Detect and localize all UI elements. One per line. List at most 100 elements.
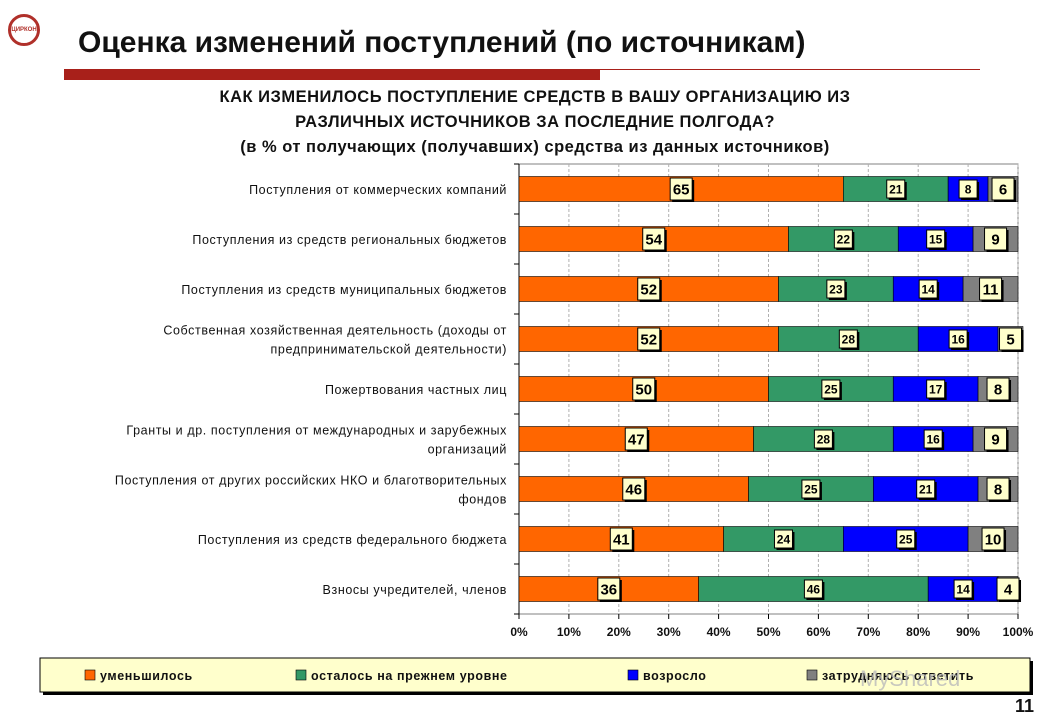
data-label: 65 — [673, 182, 690, 199]
x-tick-label: 20% — [607, 625, 631, 639]
data-label-box — [896, 529, 916, 549]
x-tick-label: 70% — [856, 625, 880, 639]
data-label: 54 — [645, 232, 662, 249]
category-label: Поступления от коммерческих компаний — [249, 183, 507, 197]
data-label-box — [981, 527, 1005, 551]
data-label: 52 — [640, 332, 657, 349]
data-label: 21 — [889, 183, 903, 197]
data-label: 5 — [1006, 332, 1014, 349]
data-label-box — [984, 227, 1008, 251]
data-label-box — [838, 329, 858, 349]
legend-swatch — [627, 669, 639, 681]
category-label: Поступления из средств федерального бюдж… — [198, 533, 507, 547]
data-label-box — [642, 227, 666, 251]
legend-box — [39, 657, 1031, 693]
data-label: 8 — [994, 482, 1002, 499]
data-label: 28 — [842, 333, 856, 347]
page-number: 11 — [1014, 696, 1034, 716]
data-label-box — [773, 529, 793, 549]
data-label-box — [991, 177, 1015, 201]
data-label-box — [986, 377, 1010, 401]
data-label-box — [609, 527, 633, 551]
data-label-box — [813, 429, 833, 449]
category-label: Взносы учредителей, членов — [323, 583, 507, 597]
legend-swatch — [806, 669, 818, 681]
x-tick-label: 30% — [657, 625, 681, 639]
legend-swatch — [295, 669, 307, 681]
data-label-box — [624, 427, 648, 451]
data-label-box — [801, 479, 821, 499]
data-label-box — [637, 277, 661, 301]
category-label: Гранты и др. поступления от международны… — [126, 424, 507, 438]
data-label-box — [986, 477, 1010, 501]
data-label-box — [833, 229, 853, 249]
slide-title: Оценка изменений поступлений (по источни… — [78, 26, 806, 59]
data-label-box — [821, 379, 841, 399]
data-label-box — [979, 277, 1003, 301]
data-label-box — [926, 379, 946, 399]
chart-title-line-1: КАК ИЗМЕНИЛОСЬ ПОСТУПЛЕНИЕ СРЕДСТВ В ВАШ… — [219, 88, 851, 106]
category-label: Поступления из средств муниципальных бюд… — [181, 283, 507, 297]
legend-swatch — [84, 669, 96, 681]
data-label-box — [918, 279, 938, 299]
title-underline-thin — [600, 69, 980, 70]
data-label: 8 — [994, 382, 1002, 399]
category-label: Поступления от других российских НКО и б… — [115, 474, 507, 488]
title-underline — [64, 69, 600, 80]
category-label: Поступления из средств региональных бюдж… — [192, 233, 507, 247]
x-tick-label: 10% — [557, 625, 581, 639]
data-label-box — [632, 377, 656, 401]
legend-label: возросло — [643, 669, 706, 683]
data-label-box — [948, 329, 968, 349]
data-label: 50 — [635, 382, 652, 399]
data-label: 14 — [956, 583, 970, 597]
data-label: 14 — [922, 283, 936, 297]
data-label: 22 — [837, 233, 851, 247]
data-label: 23 — [829, 283, 843, 297]
chart-title-line-2: РАЗЛИЧНЫХ ИСТОЧНИКОВ ЗА ПОСЛЕДНИЕ ПОЛГОД… — [295, 113, 775, 131]
data-label-box — [996, 577, 1020, 601]
category-label: Собственная хозяйственная деятельность (… — [163, 324, 507, 338]
data-label-box — [886, 179, 906, 199]
data-label: 25 — [899, 533, 913, 547]
data-label: 24 — [777, 533, 791, 547]
data-label-box — [637, 327, 661, 351]
data-label-box — [958, 179, 978, 199]
category-label: организаций — [428, 443, 507, 457]
data-label-box — [953, 579, 973, 599]
data-label-box — [826, 279, 846, 299]
data-label: 16 — [926, 433, 940, 447]
data-label: 36 — [600, 582, 617, 599]
chart-title-line-3: (в % от получающих (получавших) средства… — [240, 138, 830, 156]
data-label: 10 — [985, 532, 1002, 549]
category-label: предпринимательской деятельности) — [271, 343, 507, 357]
organization-logo: ЦИРКОН — [8, 14, 40, 46]
data-label-box — [803, 579, 823, 599]
data-label-box — [984, 427, 1008, 451]
data-label: 17 — [929, 383, 943, 397]
x-tick-label: 60% — [806, 625, 830, 639]
data-label: 52 — [640, 282, 657, 299]
x-tick-label: 90% — [956, 625, 980, 639]
data-label-box — [916, 479, 936, 499]
legend-label: осталось на прежнем уровне — [311, 669, 508, 683]
x-tick-label: 0% — [510, 625, 528, 639]
x-tick-label: 50% — [756, 625, 780, 639]
data-label: 41 — [613, 532, 630, 549]
legend-label: затрудняюсь ответить — [822, 669, 974, 683]
data-label-box — [999, 327, 1023, 351]
data-label-box — [669, 177, 693, 201]
data-label: 9 — [991, 232, 999, 249]
data-label: 46 — [807, 583, 821, 597]
data-label: 6 — [999, 182, 1007, 199]
data-label: 11 — [983, 282, 999, 299]
data-label: 15 — [929, 233, 943, 247]
data-label: 47 — [628, 432, 645, 449]
data-label-box — [923, 429, 943, 449]
data-label: 21 — [919, 483, 933, 497]
data-label: 25 — [824, 383, 838, 397]
x-tick-label: 100% — [1003, 625, 1034, 639]
data-label: 16 — [951, 333, 965, 347]
data-label: 4 — [1004, 582, 1013, 599]
